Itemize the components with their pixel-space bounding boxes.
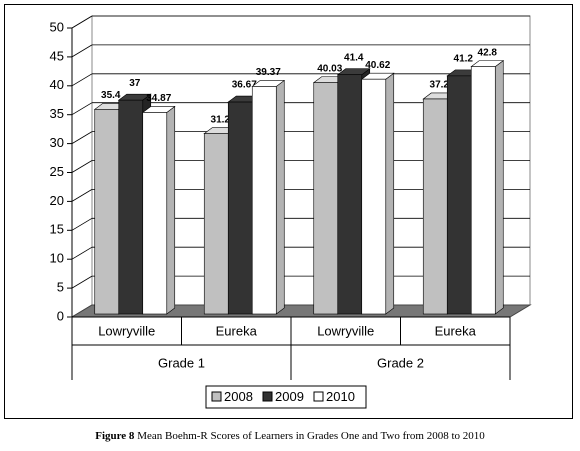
- bar: [94, 109, 120, 315]
- y-tick-label: 35: [50, 106, 64, 121]
- grid-line: [71, 73, 93, 87]
- y-tick-label: 0: [57, 308, 64, 323]
- legend-label: 2009: [275, 389, 304, 404]
- grid-line: [71, 102, 93, 116]
- value-label: 37.2: [430, 80, 450, 91]
- bar: [313, 82, 339, 315]
- y-tick-label: 15: [50, 222, 64, 237]
- value-label: 37: [129, 78, 141, 89]
- bar: [142, 112, 168, 315]
- bar-side: [275, 79, 285, 315]
- bar: [337, 74, 363, 315]
- value-label: 31.2: [211, 114, 231, 125]
- bar: [422, 98, 448, 315]
- x-tick-label: Lowryville: [317, 323, 374, 338]
- bar-side: [494, 60, 504, 315]
- bar: [227, 101, 253, 315]
- group-label: Grade 1: [158, 355, 205, 370]
- bar: [446, 75, 472, 315]
- caption: Figure 8 Mean Boehm-R Scores of Learners…: [0, 430, 580, 442]
- legend-box: [205, 385, 367, 409]
- x-tick-label: Lowryville: [98, 323, 155, 338]
- grid-line: [71, 131, 93, 144]
- value-label: 42.8: [478, 47, 498, 58]
- legend-swatch: [262, 391, 273, 402]
- grid-line: [71, 217, 93, 231]
- grid-line: [71, 189, 93, 202]
- group-label: Grade 2: [377, 355, 424, 370]
- bar: [361, 78, 387, 315]
- value-label: 40.62: [365, 60, 390, 71]
- grid-line: [71, 275, 93, 289]
- legend-label: 2010: [326, 389, 355, 404]
- caption-label: Figure 8: [95, 430, 135, 442]
- grid-line: [71, 15, 93, 29]
- x-tick-label: Eureka: [216, 323, 258, 338]
- y-tick-label: 20: [50, 193, 64, 208]
- legend-label: 2008: [224, 389, 253, 404]
- y-tick-label: 50: [50, 19, 64, 34]
- legend-swatch: [211, 391, 222, 402]
- y-tick-label: 40: [50, 77, 64, 92]
- bar-side: [385, 72, 395, 315]
- grid-line: [71, 246, 93, 260]
- bar: [470, 66, 496, 315]
- legend-swatch: [313, 391, 324, 402]
- caption-text: Mean Boehm-R Scores of Learners in Grade…: [137, 430, 485, 442]
- y-tick-label: 5: [57, 280, 64, 295]
- grid-line: [71, 160, 93, 173]
- value-label: 34.87: [146, 93, 171, 104]
- value-label: 36.67: [232, 80, 257, 91]
- y-tick-label: 45: [50, 48, 64, 63]
- bar: [118, 99, 144, 315]
- bar: [251, 86, 277, 315]
- value-label: 39.37: [256, 67, 281, 78]
- value-label: 41.2: [454, 54, 474, 65]
- y-tick-label: 25: [50, 164, 64, 179]
- bar-side: [166, 105, 176, 315]
- x-tick-label: Eureka: [435, 323, 477, 338]
- y-tick-label: 30: [50, 135, 64, 150]
- grid-line: [71, 44, 93, 58]
- value-label: 35.4: [101, 90, 121, 101]
- y-tick-label: 10: [50, 251, 64, 266]
- value-label: 40.03: [317, 63, 342, 74]
- chart: 0 5 10 15 20 25 30 35 40 45 50 Lowryville Eureka Lowr…: [4, 4, 573, 419]
- bar: [203, 133, 229, 315]
- value-label: 41.4: [344, 52, 364, 63]
